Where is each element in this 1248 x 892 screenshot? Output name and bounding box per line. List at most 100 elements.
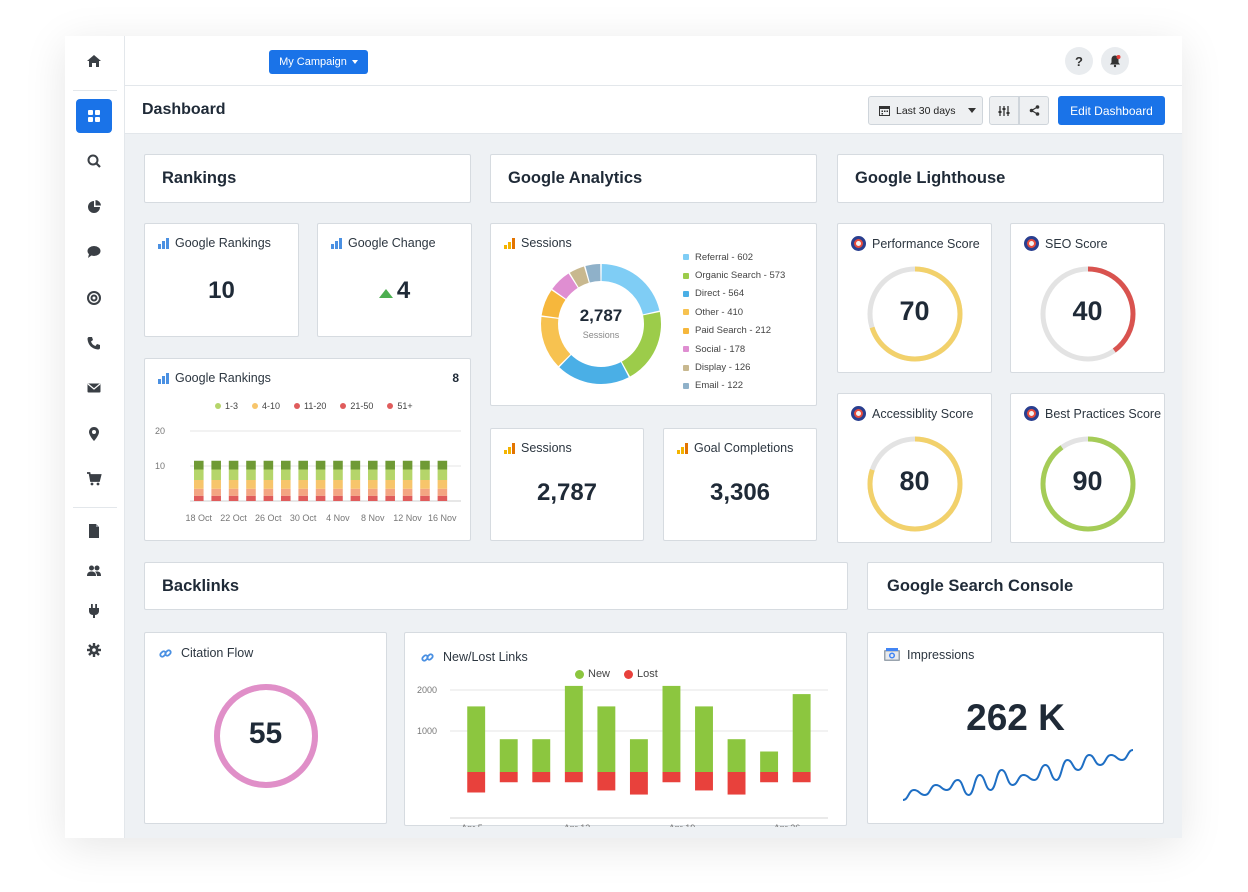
plug-icon[interactable] bbox=[76, 594, 112, 628]
date-range-label: Last 30 days bbox=[896, 104, 956, 117]
y-tick-label: 20 bbox=[155, 426, 165, 436]
sessions-card: Sessions 2,787 bbox=[490, 428, 644, 541]
legend-item: Display - 126 bbox=[683, 358, 785, 376]
bar-segment bbox=[315, 469, 326, 480]
home-icon[interactable] bbox=[76, 44, 112, 78]
card-title: Google Rankings bbox=[158, 371, 271, 385]
new-links-bar bbox=[597, 706, 616, 772]
legend-swatch bbox=[294, 403, 301, 409]
analytics-icon bbox=[504, 442, 515, 454]
bar-segment bbox=[194, 480, 204, 489]
legend-swatch bbox=[683, 272, 689, 279]
gauge-arc bbox=[867, 266, 963, 362]
search-console-icon bbox=[884, 648, 900, 661]
notifications-button[interactable] bbox=[1101, 47, 1129, 75]
card-title: Google Rankings bbox=[158, 236, 271, 250]
donut-center-label: Sessions bbox=[582, 330, 620, 340]
bar-segment bbox=[315, 488, 326, 496]
bar-segment bbox=[402, 480, 413, 489]
legend-label: 1-3 bbox=[225, 401, 239, 411]
gauge-arc bbox=[1040, 436, 1136, 532]
donut-slice bbox=[621, 312, 661, 377]
bar-segment bbox=[350, 495, 361, 501]
chevron-down-icon bbox=[967, 108, 976, 113]
settings-icon[interactable] bbox=[76, 633, 112, 667]
users-icon[interactable] bbox=[76, 554, 112, 588]
lost-links-bar bbox=[499, 772, 518, 783]
legend-swatch bbox=[624, 669, 634, 679]
bar-segment bbox=[298, 469, 308, 480]
help-button[interactable]: ? bbox=[1065, 47, 1093, 75]
bar-segment bbox=[437, 488, 448, 496]
card-title-text: Sessions bbox=[521, 236, 572, 250]
edit-dashboard-button[interactable]: Edit Dashboard bbox=[1058, 96, 1165, 125]
x-tick-label: 8 Nov bbox=[361, 513, 385, 523]
card-title: SEO Score bbox=[1024, 236, 1108, 251]
legend-label: 51+ bbox=[397, 401, 413, 411]
bar-segment bbox=[333, 488, 343, 496]
pie-chart-icon[interactable] bbox=[76, 190, 112, 224]
date-range-dropdown[interactable]: Last 30 days bbox=[868, 96, 983, 125]
lost-links-bar bbox=[564, 772, 583, 783]
citation-flow-card: Citation Flow 55 bbox=[144, 632, 387, 824]
x-tick-label: Apr 26 bbox=[774, 823, 801, 827]
goal-completions-value: 3,306 bbox=[709, 479, 771, 506]
section-backlinks: Backlinks bbox=[144, 562, 848, 610]
top-bar: My Campaign ? bbox=[125, 36, 1182, 86]
bar-segment bbox=[263, 488, 274, 496]
filter-button[interactable] bbox=[989, 96, 1019, 125]
bar-segment bbox=[385, 469, 395, 480]
chat-icon[interactable] bbox=[76, 235, 112, 269]
donut-slice bbox=[601, 264, 660, 315]
bar-segment bbox=[194, 495, 204, 501]
bar-segment bbox=[211, 469, 221, 480]
card-title-text: Google Rankings bbox=[175, 371, 271, 385]
lost-links-bar bbox=[532, 772, 551, 783]
analytics-icon bbox=[504, 237, 515, 249]
bar-segment bbox=[402, 495, 413, 501]
target-icon[interactable] bbox=[76, 281, 112, 315]
legend-swatch bbox=[683, 290, 689, 297]
x-tick-label: 12 Nov bbox=[393, 513, 422, 523]
legend-item: Social - 178 bbox=[683, 340, 785, 358]
card-title-text: Impressions bbox=[907, 647, 975, 662]
bar-segment bbox=[385, 495, 395, 501]
cart-icon[interactable] bbox=[76, 462, 112, 496]
bar-segment bbox=[281, 488, 291, 496]
analytics-icon bbox=[677, 442, 688, 454]
card-title: Impressions bbox=[883, 647, 974, 662]
help-icon: ? bbox=[1075, 53, 1083, 69]
map-pin-icon[interactable] bbox=[76, 417, 112, 451]
bar-segment bbox=[298, 495, 308, 501]
bar-segment bbox=[281, 460, 291, 470]
lost-links-bar bbox=[467, 772, 486, 793]
new-links-bar bbox=[564, 685, 583, 772]
bar-segment bbox=[281, 480, 291, 489]
bar-segment bbox=[194, 460, 204, 470]
search-icon[interactable] bbox=[76, 144, 112, 178]
card-title-text: New/Lost Links bbox=[443, 650, 528, 664]
gauge-arc bbox=[214, 684, 318, 788]
lost-links-bar bbox=[792, 772, 811, 783]
google-rankings-card: Google Rankings 10 bbox=[144, 223, 299, 337]
campaign-dropdown[interactable]: My Campaign bbox=[269, 50, 368, 74]
rankings-count-badge: 8 bbox=[452, 371, 459, 385]
donut-slice bbox=[552, 273, 578, 299]
bar-segment bbox=[298, 460, 308, 470]
bar-segment bbox=[333, 480, 343, 489]
bar-segment bbox=[228, 469, 239, 480]
card-title-text: Best Practices Score bbox=[1045, 406, 1162, 421]
legend-swatch bbox=[215, 403, 221, 409]
bar-chart-icon bbox=[158, 237, 169, 249]
share-icon bbox=[1029, 105, 1039, 116]
phone-icon[interactable] bbox=[76, 326, 112, 360]
share-button[interactable] bbox=[1019, 96, 1049, 125]
best-practices-score-card: Best Practices Score 90 bbox=[1010, 393, 1165, 543]
legend-label: New bbox=[588, 668, 611, 680]
dashboard-icon[interactable] bbox=[76, 99, 112, 133]
x-tick-label: Apr 5 bbox=[461, 823, 483, 827]
document-icon[interactable] bbox=[76, 514, 112, 548]
rankings-legend: 1-3 4-10 11-20 21-50 51+ bbox=[215, 401, 413, 411]
bar-segment bbox=[402, 460, 413, 470]
mail-icon[interactable] bbox=[76, 371, 112, 405]
